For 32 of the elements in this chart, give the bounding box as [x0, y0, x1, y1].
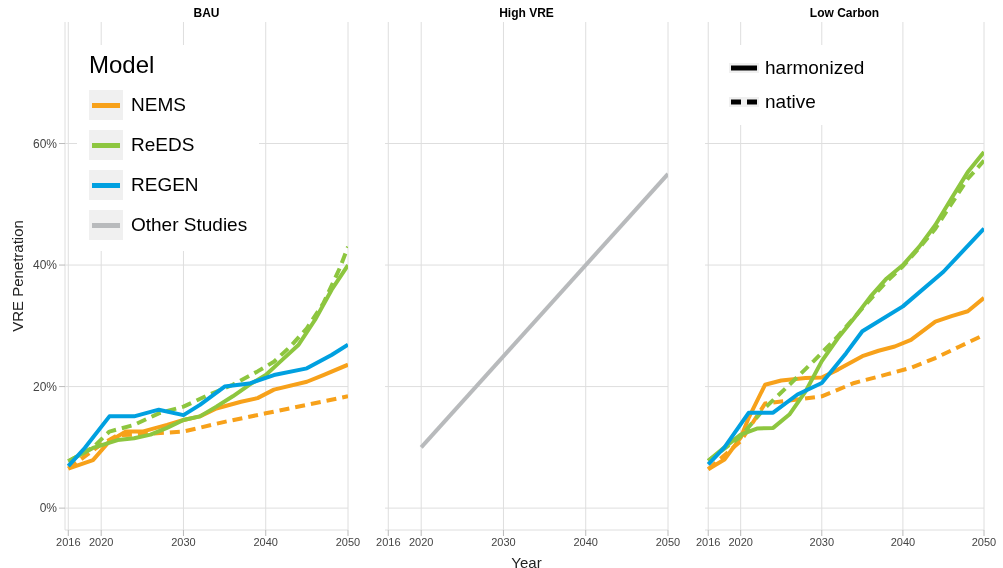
- chart-title: BAU: [192, 6, 221, 20]
- y-axis-title: VRE Penetration: [9, 220, 27, 332]
- x-tick-label: 2016: [696, 535, 721, 548]
- x-tick-label: 2050: [971, 535, 997, 548]
- legend-title: Model: [89, 51, 156, 79]
- x-tick-label: 2030: [171, 535, 196, 548]
- x-tick-label: 2050: [335, 535, 361, 548]
- x-tick-label: 2020: [88, 535, 114, 548]
- annotation: native: [765, 91, 816, 113]
- chart-title: High VRE: [498, 6, 555, 20]
- legend-label: REGEN: [131, 174, 199, 196]
- y-tick-label: 60%: [32, 136, 58, 151]
- x-axis-title: Year: [511, 554, 542, 568]
- x-tick-label: 2030: [809, 535, 835, 548]
- y-tick-label: 0%: [39, 501, 58, 516]
- x-tick-label: 2040: [253, 535, 278, 548]
- x-tick-label: 2020: [408, 535, 434, 548]
- legend-label: NEMS: [131, 94, 186, 116]
- x-tick-label: 2016: [376, 535, 401, 548]
- x-tick-label: 2016: [56, 535, 81, 548]
- chart-title: Low Carbon: [808, 6, 881, 20]
- x-tick-label: 2040: [890, 535, 916, 548]
- x-tick-label: 2040: [573, 535, 598, 548]
- legend-label: ReEDS: [131, 134, 195, 156]
- annotation: harmonized: [765, 57, 865, 79]
- line-series: [66, 342, 348, 469]
- x-tick-label: 2050: [655, 535, 681, 548]
- y-tick-label: 20%: [32, 379, 58, 394]
- y-tick-label: 40%: [32, 258, 58, 273]
- text: Other Studies: [131, 214, 248, 235]
- x-tick-label: 2020: [728, 535, 753, 548]
- x-tick-label: 2030: [491, 535, 516, 548]
